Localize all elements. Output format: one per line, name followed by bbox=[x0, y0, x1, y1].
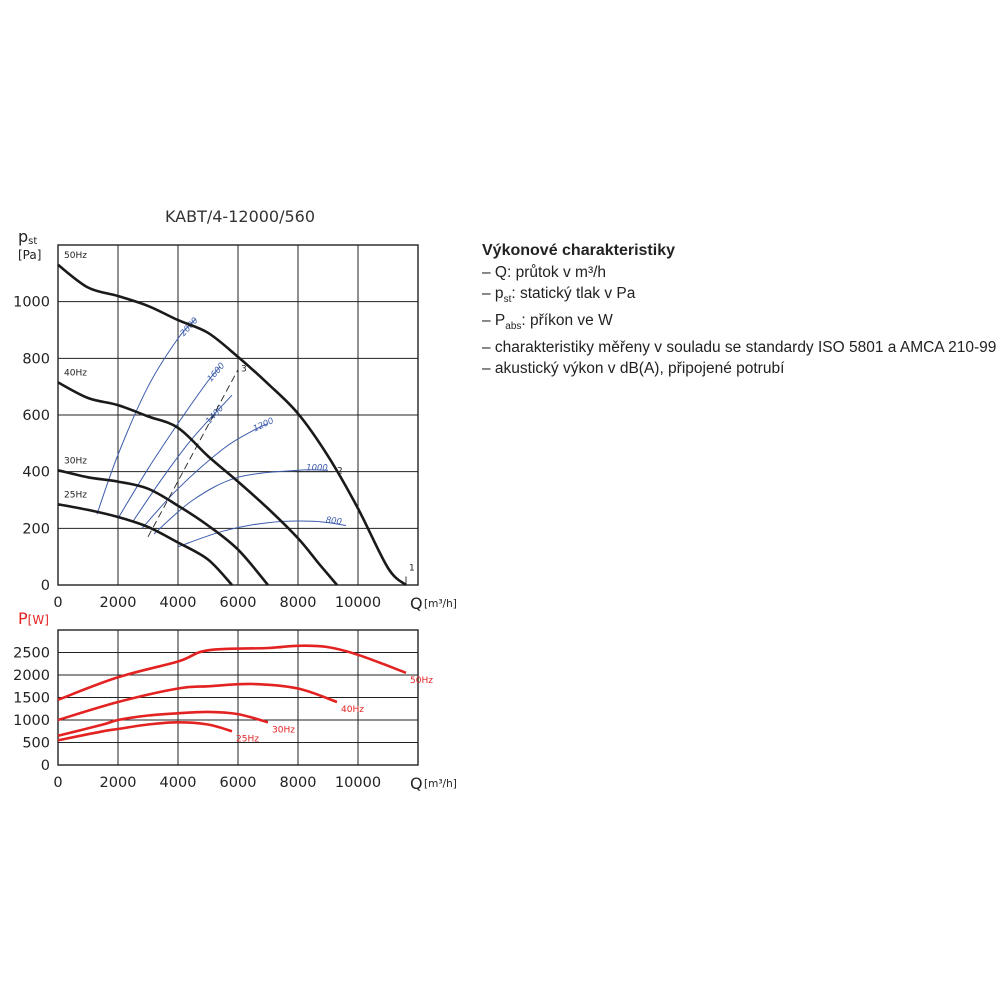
efficiency-label-1200: 1200 bbox=[252, 416, 276, 434]
efficiency-label-1600: 1600 bbox=[206, 361, 228, 384]
efficiency-curve-1200 bbox=[141, 423, 269, 529]
pressure-curve-50hz bbox=[57, 263, 407, 587]
pressure-curve-label-40hz: 40Hz bbox=[64, 368, 87, 378]
power-curve-label-30hz: 30Hz bbox=[272, 725, 295, 735]
legend-item-static-pressure-sub: st bbox=[503, 294, 512, 306]
power-x-tick-label: 0 bbox=[53, 775, 62, 791]
legend-item-static-pressure-suffix: : statický tlak v Pa bbox=[511, 285, 636, 302]
pressure-x-axis-unit: [m³/h] bbox=[424, 598, 457, 610]
legend-title: Výkonové charakteristiky bbox=[482, 242, 675, 259]
efficiency-curve-2000 bbox=[96, 318, 197, 515]
power-x-tick-label: 10000 bbox=[335, 775, 381, 791]
pressure-y-axis-label-sub: st bbox=[28, 236, 37, 247]
pressure-x-tick-label: 0 bbox=[53, 595, 62, 611]
power-frame bbox=[57, 629, 419, 766]
efficiency-label-800: 800 bbox=[325, 515, 342, 527]
chart-title: KABT/4-12000/560 bbox=[165, 207, 315, 226]
pressure-curve-label-25hz: 25Hz bbox=[64, 490, 87, 500]
legend-item-standards: – charakteristiky měřeny v souladu se st… bbox=[482, 339, 997, 357]
power-x-tick-label: 2000 bbox=[100, 775, 137, 791]
legend-item-static-pressure: – pst: statický tlak v Pa bbox=[482, 283, 997, 310]
efficiency-curve-1600 bbox=[117, 366, 221, 519]
power-curve-40hz bbox=[57, 682, 338, 722]
power-curve-label-50hz: 50Hz bbox=[410, 676, 433, 686]
power-x-tick-label: 4000 bbox=[160, 775, 197, 791]
pressure-x-tick-label: 8000 bbox=[280, 595, 317, 611]
pressure-curve-label-50hz: 50Hz bbox=[64, 251, 87, 261]
power-curve-25hz bbox=[57, 720, 233, 742]
power-x-tick-label: 6000 bbox=[220, 775, 257, 791]
pressure-curve-label-30hz: 30Hz bbox=[64, 456, 87, 466]
power-curve-50hz bbox=[57, 644, 407, 702]
pressure-y-tick-label: 200 bbox=[22, 521, 50, 537]
power-y-axis-unit: [W] bbox=[28, 613, 49, 627]
pressure-curve-25hz bbox=[57, 503, 233, 586]
pressure-curve-30hz bbox=[57, 469, 269, 586]
pressure-x-tick-label: 10000 bbox=[335, 595, 381, 611]
system-line-label-2: 2 bbox=[337, 467, 343, 477]
system-line-label-3: 3 bbox=[241, 365, 247, 375]
pressure-y-axis-unit: [Pa] bbox=[18, 248, 41, 262]
pressure-y-axis-label: pst bbox=[18, 227, 37, 247]
power-curve-30hz bbox=[57, 710, 269, 738]
legend-item-static-pressure-prefix: – p bbox=[482, 285, 504, 302]
pressure-curve-40hz bbox=[57, 381, 338, 586]
legend-item-acoustic: – akustický výkon v dB(A), připojené pot… bbox=[482, 360, 785, 378]
power-curve-label-40hz: 40Hz bbox=[341, 705, 364, 715]
pressure-y-tick-label: 1000 bbox=[13, 295, 50, 311]
pressure-y-tick-label: 0 bbox=[41, 578, 50, 594]
power-y-tick-label: 2000 bbox=[13, 668, 50, 684]
legend-item-flow: – Q: průtok v m³/h bbox=[482, 264, 607, 281]
efficiency-curve-800 bbox=[177, 520, 347, 548]
power-y-tick-label: 0 bbox=[41, 758, 50, 774]
legend-item-power-suffix: : příkon ve W bbox=[521, 312, 613, 330]
power-plot: 0 2000 4000 6000 8000 10000 0 500 1000 1500 2000 25… bbox=[13, 609, 457, 793]
power-x-axis-unit: [m³/h] bbox=[424, 778, 457, 790]
efficiency-curve-1000 bbox=[153, 469, 329, 535]
performance-legend: Výkonové charakteristiky – Q: průtok v m… bbox=[482, 240, 997, 379]
pressure-x-tick-label: 2000 bbox=[100, 595, 137, 611]
pressure-x-axis-label: Q bbox=[410, 594, 423, 613]
pressure-x-tick-label: 6000 bbox=[220, 595, 257, 611]
pressure-y-tick-label: 800 bbox=[22, 351, 50, 367]
system-line-3 bbox=[147, 369, 239, 538]
power-y-tick-label: 1500 bbox=[13, 691, 50, 707]
pressure-frame bbox=[57, 244, 419, 586]
system-line-label-1: 1 bbox=[409, 564, 415, 574]
power-curve-label-25hz: 25Hz bbox=[236, 734, 259, 744]
pressure-plot: 0 2000 4000 6000 8000 10000 0 200 400 600 800 1000 Q… bbox=[13, 227, 457, 613]
pressure-y-tick-label: 400 bbox=[22, 465, 50, 481]
power-y-axis-label: P[W] bbox=[18, 609, 49, 628]
power-x-tick-label: 8000 bbox=[280, 775, 317, 791]
power-y-tick-label: 1000 bbox=[13, 713, 50, 729]
efficiency-curve-1400 bbox=[132, 394, 233, 522]
efficiency-label-1000: 1000 bbox=[306, 463, 328, 473]
legend-item-power: – Pabs: příkon ve W bbox=[482, 310, 997, 337]
pressure-x-tick-label: 4000 bbox=[160, 595, 197, 611]
legend-item-power-sub: abs bbox=[505, 321, 522, 333]
pressure-y-tick-label: 600 bbox=[22, 408, 50, 424]
power-y-tick-label: 2500 bbox=[13, 646, 50, 662]
legend-item-power-prefix: – P bbox=[482, 312, 506, 330]
power-x-axis-label: Q bbox=[410, 774, 423, 793]
power-y-tick-label: 500 bbox=[22, 736, 50, 752]
